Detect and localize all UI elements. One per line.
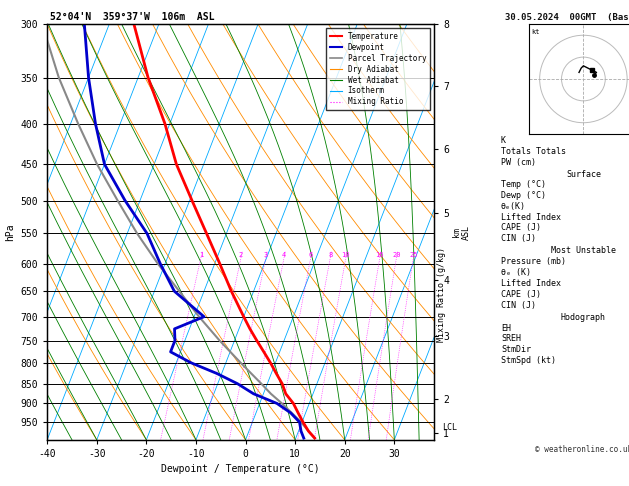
- Text: θₑ(K): θₑ(K): [501, 202, 526, 211]
- Text: K: K: [501, 136, 506, 145]
- Text: CAPE (J): CAPE (J): [501, 224, 541, 232]
- Text: CIN (J): CIN (J): [501, 300, 536, 310]
- Text: 16: 16: [376, 252, 384, 258]
- Legend: Temperature, Dewpoint, Parcel Trajectory, Dry Adiabat, Wet Adiabat, Isotherm, Mi: Temperature, Dewpoint, Parcel Trajectory…: [326, 28, 430, 110]
- Text: EH: EH: [501, 324, 511, 332]
- Text: 4: 4: [282, 252, 286, 258]
- Text: kt: kt: [531, 29, 540, 35]
- Text: 3: 3: [264, 252, 268, 258]
- Text: 52°04'N  359°37'W  106m  ASL: 52°04'N 359°37'W 106m ASL: [50, 12, 214, 22]
- Text: 10: 10: [342, 252, 350, 258]
- Text: Surface: Surface: [566, 170, 601, 178]
- Text: © weatheronline.co.uk: © weatheronline.co.uk: [535, 445, 629, 454]
- Text: Dewp (°C): Dewp (°C): [501, 191, 546, 200]
- Text: 8: 8: [328, 252, 332, 258]
- Text: Totals Totals: Totals Totals: [501, 147, 566, 156]
- Text: 25: 25: [409, 252, 418, 258]
- Text: 30.05.2024  00GMT  (Base: 12): 30.05.2024 00GMT (Base: 12): [506, 13, 629, 22]
- X-axis label: Dewpoint / Temperature (°C): Dewpoint / Temperature (°C): [161, 465, 320, 474]
- Text: Pressure (mb): Pressure (mb): [501, 257, 566, 266]
- Text: CIN (J): CIN (J): [501, 234, 536, 243]
- Text: LCL: LCL: [442, 423, 457, 432]
- Text: Mixing Ratio (g/kg): Mixing Ratio (g/kg): [437, 247, 446, 342]
- Y-axis label: hPa: hPa: [5, 223, 15, 241]
- Text: Lifted Index: Lifted Index: [501, 212, 561, 222]
- Text: Most Unstable: Most Unstable: [551, 246, 616, 255]
- Y-axis label: km
ASL: km ASL: [452, 225, 471, 240]
- Text: Temp (°C): Temp (°C): [501, 180, 546, 189]
- Text: Hodograph: Hodograph: [561, 312, 606, 322]
- Text: SREH: SREH: [501, 334, 521, 344]
- Text: θₑ (K): θₑ (K): [501, 268, 531, 277]
- Text: StmDir: StmDir: [501, 346, 531, 354]
- Text: 20: 20: [392, 252, 401, 258]
- Text: 6: 6: [309, 252, 313, 258]
- Text: CAPE (J): CAPE (J): [501, 290, 541, 299]
- Text: StmSpd (kt): StmSpd (kt): [501, 356, 556, 365]
- Text: 1: 1: [199, 252, 203, 258]
- Text: Lifted Index: Lifted Index: [501, 278, 561, 288]
- Text: 2: 2: [239, 252, 243, 258]
- Text: PW (cm): PW (cm): [501, 157, 536, 167]
